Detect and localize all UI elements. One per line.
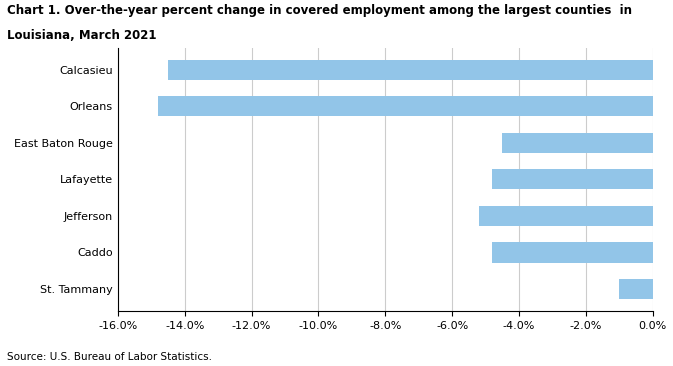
Bar — [619, 279, 653, 299]
Bar — [492, 169, 653, 189]
Bar — [502, 133, 653, 153]
Bar — [492, 242, 653, 262]
Bar — [479, 206, 653, 226]
Text: Chart 1. Over-the-year percent change in covered employment among the largest co: Chart 1. Over-the-year percent change in… — [7, 4, 632, 17]
Text: Louisiana, March 2021: Louisiana, March 2021 — [7, 29, 156, 42]
Text: Source: U.S. Bureau of Labor Statistics.: Source: U.S. Bureau of Labor Statistics. — [7, 352, 212, 362]
Bar — [158, 96, 653, 116]
Bar — [168, 60, 653, 80]
